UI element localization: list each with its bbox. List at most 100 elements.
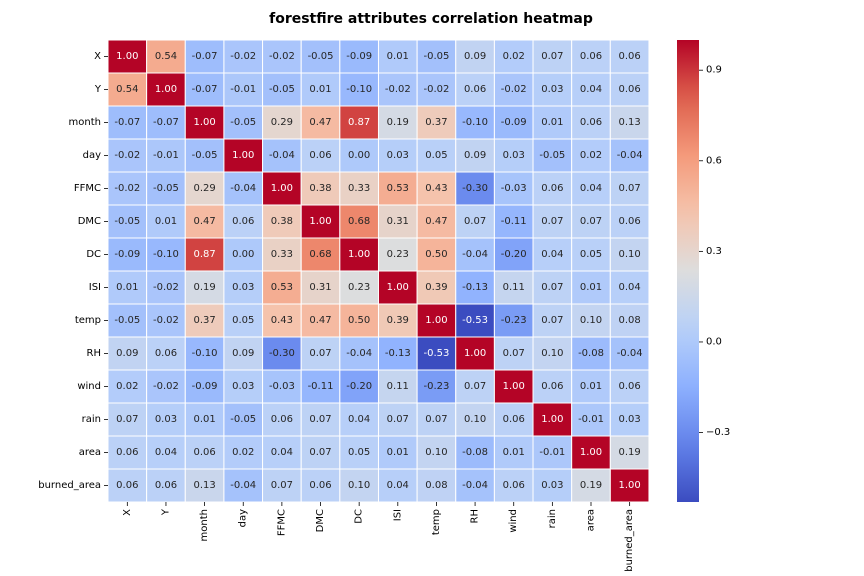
cell-value-temp-rain: 0.07: [541, 315, 563, 326]
y-tick-label-ISI: ISI: [89, 282, 101, 293]
cell-value-burned_area-temp: 0.08: [425, 480, 447, 491]
heatmap-cell-rain-burned_area: [609, 402, 650, 437]
cell-value-rain-rain: 1.00: [541, 414, 563, 425]
cell-value-month-temp: 0.37: [425, 117, 447, 128]
cell-value-month-Y: -0.07: [153, 117, 179, 128]
heatmap-cell-area-wind: [493, 435, 534, 470]
cell-value-area-rain: -0.01: [539, 447, 565, 458]
heatmap-cell-rain-month: [184, 402, 225, 437]
heatmap-cell-wind-RH: [455, 369, 495, 404]
heatmap-cell-X-Y: [146, 39, 186, 74]
cell-value-DMC-RH: 0.07: [464, 216, 486, 227]
heatmap-cell-month-burned_area: [609, 105, 650, 140]
heatmap-cell-burned_area-temp: [416, 468, 457, 503]
heatmap-cell-ISI-rain: [532, 270, 573, 305]
cell-value-day-burned_area: -0.04: [617, 150, 643, 161]
cell-value-ISI-month: 0.19: [193, 282, 215, 293]
cell-value-Y-FFMC: -0.05: [269, 84, 295, 95]
x-tick-label-month: month: [199, 509, 210, 541]
heatmap-cell-ISI-temp: [416, 270, 457, 305]
cell-value-X-RH: 0.09: [464, 51, 486, 62]
heatmap-cell-month-month: [184, 105, 225, 140]
y-tick-label-DC: DC: [86, 249, 101, 260]
cell-value-X-temp: -0.05: [424, 51, 450, 62]
x-tick-label-DMC: DMC: [315, 509, 326, 532]
cell-value-month-wind: -0.09: [501, 117, 527, 128]
cell-value-RH-Y: 0.06: [155, 348, 177, 359]
x-tick-label-ISI: ISI: [392, 509, 403, 521]
heatmap-cell-wind-Y: [146, 369, 186, 404]
cell-value-FFMC-DC: 0.33: [348, 183, 370, 194]
cell-value-month-ISI: 0.19: [387, 117, 409, 128]
heatmap-cell-DC-DC: [339, 237, 379, 272]
x-tick-label-temp: temp: [431, 509, 442, 535]
heatmap-cell-FFMC-month: [184, 171, 225, 206]
cell-value-FFMC-day: -0.04: [230, 183, 256, 194]
heatmap-cell-area-area: [571, 435, 611, 470]
cell-value-FFMC-DMC: 0.38: [309, 183, 331, 194]
heatmap-cell-wind-temp: [416, 369, 457, 404]
heatmap-cell-day-area: [571, 138, 611, 173]
heatmap-cell-DC-wind: [493, 237, 534, 272]
cell-value-X-DMC: -0.05: [308, 51, 334, 62]
cell-value-month-RH: -0.10: [462, 117, 488, 128]
heatmap-cell-day-FFMC: [262, 138, 302, 173]
cell-value-FFMC-ISI: 0.53: [387, 183, 409, 194]
heatmap-cell-FFMC-ISI: [377, 171, 418, 206]
heatmap-cell-month-ISI: [377, 105, 418, 140]
cell-value-Y-ISI: -0.02: [385, 84, 411, 95]
heatmap-cell-X-ISI: [377, 39, 418, 74]
heatmap-cell-DMC-wind: [493, 204, 534, 239]
heatmap-cell-day-temp: [416, 138, 457, 173]
cell-value-RH-X: 0.09: [116, 348, 138, 359]
cell-value-rain-ISI: 0.07: [387, 414, 409, 425]
colorbar-tick-label-1: 0.6: [706, 155, 722, 166]
cell-value-ISI-temp: 0.39: [425, 282, 447, 293]
cell-value-rain-wind: 0.06: [503, 414, 525, 425]
heatmap-cell-DC-month: [184, 237, 225, 272]
heatmap-cell-area-FFMC: [262, 435, 302, 470]
cell-value-DMC-rain: 0.07: [541, 216, 563, 227]
x-tick-label-X: X: [122, 509, 133, 516]
cell-value-ISI-Y: -0.02: [153, 282, 179, 293]
y-tick-label-day: day: [83, 150, 101, 161]
heatmap-cell-DMC-DC: [339, 204, 379, 239]
cell-value-burned_area-DMC: 0.06: [309, 480, 331, 491]
cell-value-ISI-ISI: 1.00: [387, 282, 409, 293]
heatmap-cell-wind-FFMC: [262, 369, 302, 404]
cell-value-FFMC-FFMC: 1.00: [271, 183, 293, 194]
cell-value-Y-wind: -0.02: [501, 84, 527, 95]
cell-value-ISI-DC: 0.23: [348, 282, 370, 293]
cell-value-area-wind: 0.01: [503, 447, 525, 458]
cell-value-burned_area-FFMC: 0.07: [271, 480, 293, 491]
cell-value-DC-RH: -0.04: [462, 249, 488, 260]
heatmap-cell-Y-DMC: [300, 72, 341, 107]
cell-value-area-area: 1.00: [580, 447, 602, 458]
colorbar-tick-label-0: 0.9: [706, 65, 722, 76]
heatmap-cell-RH-area: [571, 336, 611, 371]
heatmap-cell-day-burned_area: [609, 138, 650, 173]
cell-value-DMC-Y: 0.01: [155, 216, 177, 227]
heatmap-cell-ISI-day: [223, 270, 264, 305]
cell-value-DMC-month: 0.47: [193, 216, 215, 227]
x-tick-label-FFMC: FFMC: [276, 509, 287, 536]
cell-value-temp-day: 0.05: [232, 315, 254, 326]
heatmap-cell-DMC-Y: [146, 204, 186, 239]
cell-value-area-month: 0.06: [193, 447, 215, 458]
heatmap-cell-day-rain: [532, 138, 573, 173]
heatmap-cell-temp-wind: [493, 303, 534, 338]
cell-value-DC-DMC: 0.68: [309, 249, 331, 260]
cell-value-day-area: 0.02: [580, 150, 602, 161]
heatmap-cell-DMC-temp: [416, 204, 457, 239]
heatmap-cell-X-rain: [532, 39, 573, 74]
cell-value-rain-day: -0.05: [230, 414, 256, 425]
cell-value-X-FFMC: -0.02: [269, 51, 295, 62]
cell-value-DC-rain: 0.04: [541, 249, 563, 260]
heatmap-cell-day-month: [184, 138, 225, 173]
heatmap-cell-DC-rain: [532, 237, 573, 272]
y-tick-label-burned_area: burned_area: [38, 480, 101, 491]
cell-value-temp-area: 0.10: [580, 315, 602, 326]
cell-value-month-burned_area: 0.13: [619, 117, 641, 128]
cell-value-day-RH: 0.09: [464, 150, 486, 161]
heatmap-cell-DMC-rain: [532, 204, 573, 239]
